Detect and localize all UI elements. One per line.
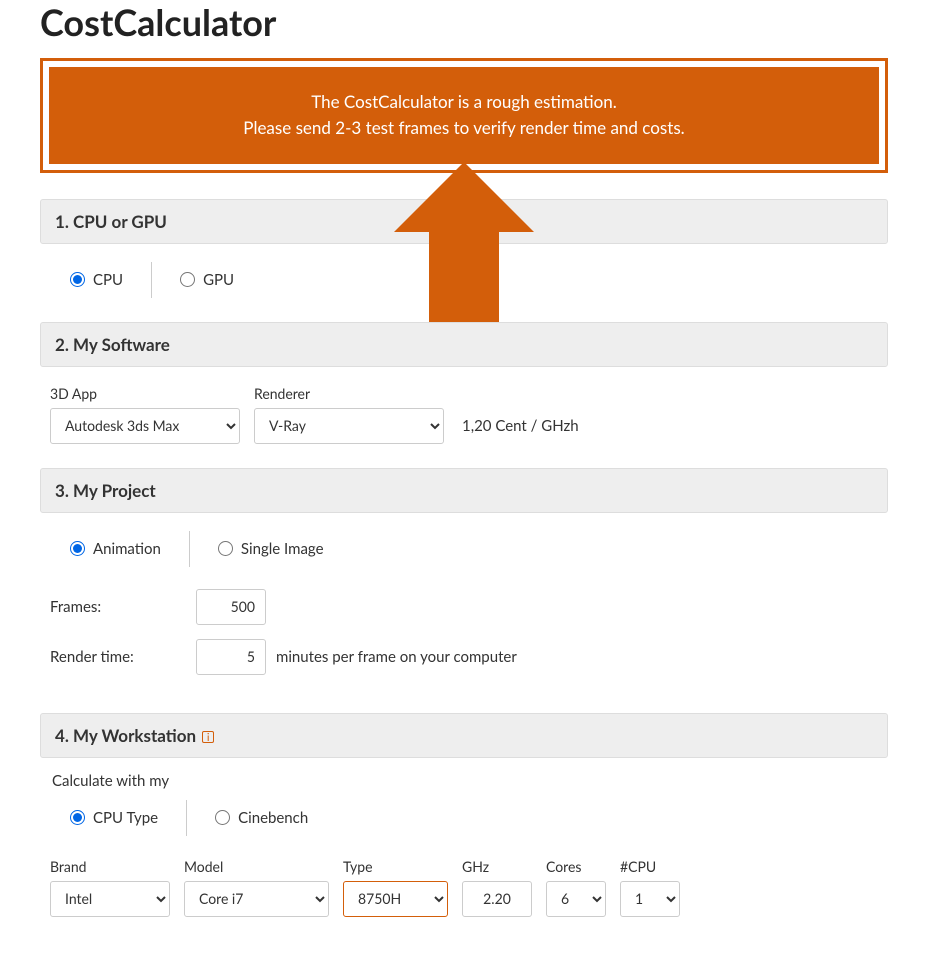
cinebench-radio[interactable] <box>215 810 230 825</box>
section2-header: 2. My Software <box>40 322 888 367</box>
rendertime-label: Render time: <box>50 648 190 666</box>
type-label: Type <box>343 858 448 875</box>
app-label: 3D App <box>50 385 240 402</box>
cinebench-radio-label: Cinebench <box>238 809 308 827</box>
rate-text: 1,20 Cent / GHzh <box>458 408 579 444</box>
page-title: CostCalculator <box>40 0 888 44</box>
section1-header: 1. CPU or GPU <box>40 199 888 244</box>
calc-with-label: Calculate with my <box>50 772 878 790</box>
renderer-select[interactable]: V-Ray <box>254 408 444 444</box>
single-radio[interactable] <box>218 541 233 556</box>
brand-select[interactable]: Intel <box>50 881 170 917</box>
model-label: Model <box>184 858 329 875</box>
notice-content: The CostCalculator is a rough estimation… <box>49 67 879 164</box>
animation-radio-label: Animation <box>93 540 161 558</box>
app-select[interactable]: Autodesk 3ds Max <box>50 408 240 444</box>
cpu-gpu-radio-group: CPU GPU <box>50 262 878 298</box>
rendertime-suffix: minutes per frame on your computer <box>272 639 517 675</box>
cinebench-radio-item[interactable]: Cinebench <box>195 805 328 831</box>
divider <box>151 262 152 298</box>
cpu-radio-label: CPU <box>93 271 123 289</box>
frames-input[interactable] <box>196 589 266 625</box>
gpu-radio-item[interactable]: GPU <box>160 267 254 293</box>
cores-select[interactable]: 6 <box>546 881 606 917</box>
model-select[interactable]: Core i7 <box>184 881 329 917</box>
renderer-label: Renderer <box>254 385 444 402</box>
frames-label: Frames: <box>50 598 190 616</box>
rendertime-input[interactable] <box>196 639 266 675</box>
notice-line2: Please send 2-3 test frames to verify re… <box>243 117 684 138</box>
brand-label: Brand <box>50 858 170 875</box>
cpu-radio-item[interactable]: CPU <box>50 267 143 293</box>
info-icon[interactable]: i <box>202 731 214 743</box>
animation-radio-item[interactable]: Animation <box>50 536 181 562</box>
animation-radio[interactable] <box>70 541 85 556</box>
divider <box>189 531 190 567</box>
cpucount-select[interactable]: 1 <box>620 881 680 917</box>
single-radio-label: Single Image <box>241 540 324 558</box>
ghz-label: GHz <box>462 858 532 875</box>
gpu-radio-label: GPU <box>203 271 234 289</box>
cputype-radio[interactable] <box>70 810 85 825</box>
gpu-radio[interactable] <box>180 272 195 287</box>
section4-header: 4. My Workstation i <box>40 713 888 758</box>
cputype-radio-label: CPU Type <box>93 809 158 827</box>
notice-box: The CostCalculator is a rough estimation… <box>40 58 888 173</box>
type-select[interactable]: 8750H <box>343 881 448 917</box>
cputype-radio-item[interactable]: CPU Type <box>50 805 178 831</box>
divider <box>186 800 187 836</box>
ghz-input[interactable] <box>462 881 532 917</box>
cpu-radio[interactable] <box>70 272 85 287</box>
cpucount-label: #CPU <box>620 858 680 875</box>
cores-label: Cores <box>546 858 606 875</box>
section3-header: 3. My Project <box>40 468 888 513</box>
notice-line1: The CostCalculator is a rough estimation… <box>311 91 617 112</box>
single-radio-item[interactable]: Single Image <box>198 536 344 562</box>
